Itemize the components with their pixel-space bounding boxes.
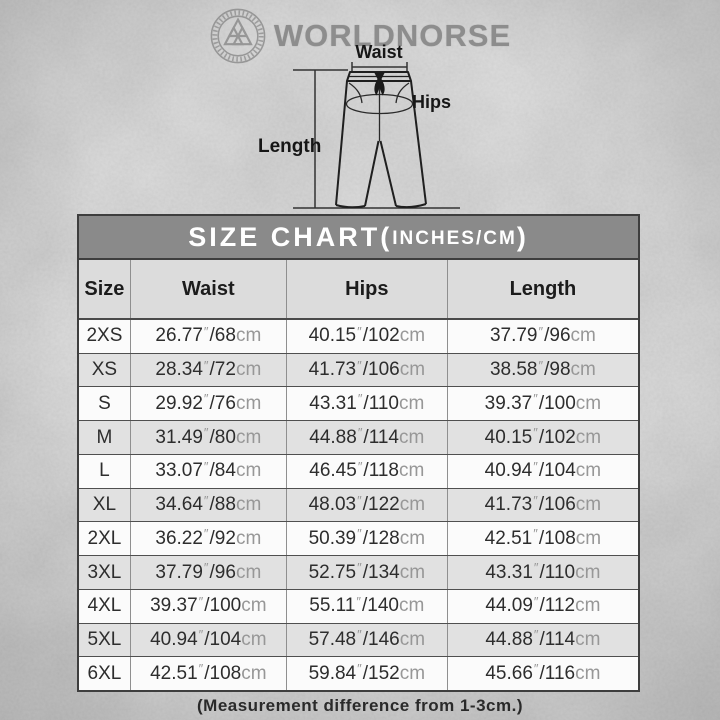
title-units: INCHES/CM [392,227,517,249]
size-chart-table: SIZE CHART( INCHES/CM ) Size Waist Hips … [77,214,640,692]
table-header-row: Size Waist Hips Length [79,260,638,320]
cell-size: 5XL [87,628,122,650]
cell-hips: 52.75 ″/134 cm [285,556,447,589]
measurement-note: (Measurement difference from 1-3cm.) [197,696,523,715]
table-row: 5XL 40.94 ″/104 cm 57.48 ″/146 cm 44.88 ″/114 cm [79,623,638,658]
valknut-logo-icon [210,8,266,64]
cell-hips: 41.73 ″/106 cm [285,353,447,387]
cell-length: 44.09 ″/112 cm [446,589,638,623]
cell-waist: 42.51 ″/108 cm [129,657,286,691]
size-chart-title: SIZE CHART( INCHES/CM ) [79,216,638,260]
cell-waist: 26.77 ″/68 cm [129,320,286,353]
cell-hips: 46.45 ″/118 cm [285,454,447,488]
cell-waist: 34.64 ″/88 cm [129,488,286,522]
cell-hips: 59.84 ″/152 cm [285,657,447,691]
cell-hips: 48.03 ″/122 cm [285,488,447,522]
cell-waist: 40.94 ″/104 cm [129,623,286,657]
column-header-hips: Hips [285,260,447,318]
cell-hips: 57.48 ″/146 cm [285,623,447,657]
pants-outline-drawing [293,62,460,209]
cell-waist: 31.49 ″/80 cm [129,421,286,454]
cell-size: XL [92,494,117,516]
cell-length: 43.31 ″/110 cm [446,556,638,589]
cell-hips: 44.88 ″/114 cm [285,421,447,454]
length-label: Length [258,136,322,157]
table-row: S 29.92 ″/76 cm 43.31 ″/110 cm 39.37 ″/100 cm [79,387,638,422]
cell-length: 40.15 ″/102 cm [446,421,638,454]
title-close: ) [516,221,529,252]
cell-waist: 29.92 ″/76 cm [129,387,286,421]
cell-size: XS [91,359,118,381]
cell-size: 6XL [87,662,122,684]
cell-size: M [96,426,113,448]
column-header-length: Length [446,260,638,318]
drawstring-knot [374,72,385,96]
column-header-size: Size [84,277,125,300]
cell-length: 41.73 ″/106 cm [446,488,638,522]
cell-size: 4XL [87,595,122,617]
cell-size: L [99,460,110,482]
brand-name: WORLDNORSE [273,18,512,53]
cell-waist: 39.37 ″/100 cm [129,589,286,623]
waist-label: Waist [355,42,403,62]
cell-hips: 43.31 ″/110 cm [285,387,447,421]
cell-length: 45.66 ″/116 cm [446,657,638,691]
cell-waist: 28.34 ″/72 cm [129,353,286,387]
table-row: XL 34.64 ″/88 cm 48.03 ″/122 cm 41.73 ″/106 cm [79,488,638,523]
hips-label: Hips [412,92,452,112]
brand-header: WORLDNORSE [0,6,720,66]
table-row: 3XL 37.79 ″/96 cm 52.75 ″/134 cm 43.31 ″/110 cm [79,556,638,590]
table-body: 2XS 26.77 ″/68 cm 40.15 ″/102 cm 37.79 ″/96 cm XS 2… [79,320,638,691]
cell-length: 40.94 ″/104 cm [446,454,638,488]
pants-measurement-diagram: Waist Hips Length [250,42,470,215]
cell-length: 39.37 ″/100 cm [446,387,638,421]
cell-length: 44.88 ″/114 cm [446,623,638,657]
title-main: SIZE CHART( [188,221,393,252]
cell-length: 37.79 ″/96 cm [446,320,638,353]
cell-size: 2XL [87,527,122,549]
table-row: 6XL 42.51 ″/108 cm 59.84 ″/152 cm 45.66 ″/116 cm [79,657,638,691]
cell-length: 42.51 ″/108 cm [446,522,638,556]
table-row: 2XL 36.22 ″/92 cm 50.39 ″/128 cm 42.51 ″/108 cm [79,522,638,557]
table-row: L 33.07 ″/84 cm 46.45 ″/118 cm 40.94 ″/104 cm [79,454,638,489]
table-row: XS 28.34 ″/72 cm 41.73 ″/106 cm 38.58 ″/98 cm [79,353,638,388]
cell-hips: 55.11 ″/140 cm [285,589,447,623]
table-row: 2XS 26.77 ″/68 cm 40.15 ″/102 cm 37.79 ″/96 cm [79,320,638,354]
cell-hips: 40.15 ″/102 cm [285,320,447,353]
cell-hips: 50.39 ″/128 cm [285,522,447,556]
cell-waist: 36.22 ″/92 cm [129,522,286,556]
cell-length: 38.58 ″/98 cm [446,353,638,387]
cell-waist: 37.79 ″/96 cm [129,556,286,589]
cell-size: S [98,392,111,414]
column-header-waist: Waist [129,260,286,318]
table-row: 4XL 39.37 ″/100 cm 55.11 ″/140 cm 44.09 ″/112 cm [79,589,638,624]
cell-waist: 33.07 ″/84 cm [129,454,286,488]
table-row: M 31.49 ″/80 cm 44.88 ″/114 cm 40.15 ″/102 cm [79,421,638,455]
cell-size: 2XS [86,325,123,347]
cell-size: 3XL [87,561,122,583]
